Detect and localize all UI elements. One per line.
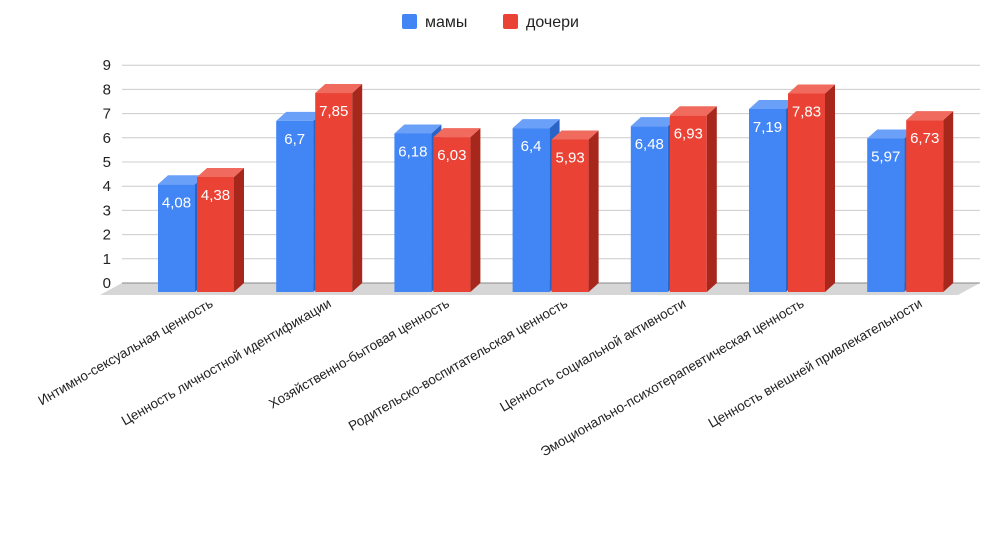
data-label-дочери-5: 6,93 bbox=[674, 125, 703, 142]
bar-front bbox=[394, 133, 432, 292]
y-axis: 0 1 2 3 4 5 6 7 8 9 bbox=[103, 57, 111, 292]
data-label-мамы-6: 7,19 bbox=[753, 119, 782, 136]
x-tick-label-5: Ценность социальной активности bbox=[497, 296, 688, 415]
legend: мамы дочери bbox=[402, 14, 579, 31]
bar-top bbox=[394, 124, 442, 134]
legend-swatch-мамы bbox=[402, 14, 417, 29]
data-label-мамы-5: 6,48 bbox=[635, 136, 664, 153]
legend-label-мамы: мамы bbox=[425, 14, 467, 31]
y-tick-label-3: 3 bbox=[103, 202, 111, 219]
bar-top bbox=[630, 117, 678, 127]
bar-дочери-7 bbox=[906, 111, 954, 292]
bar-дочери-3 bbox=[433, 128, 481, 292]
bar-front bbox=[788, 93, 825, 292]
bar-дочери-4 bbox=[551, 130, 599, 292]
data-label-дочери-3: 6,03 bbox=[437, 147, 466, 164]
bar-front bbox=[867, 138, 905, 292]
bar-front bbox=[551, 139, 589, 292]
bar-top bbox=[433, 128, 481, 138]
bar-top bbox=[315, 84, 363, 94]
data-label-дочери-4: 5,93 bbox=[555, 149, 584, 166]
y-tick-label-1: 1 bbox=[103, 251, 111, 268]
data-label-дочери-6: 7,83 bbox=[792, 104, 821, 121]
bars: 4,08 4,38 6,7 7,85 6,18 6,03 6,4 5,93 6,48 6,93 7,… bbox=[158, 84, 954, 293]
bar-front bbox=[669, 115, 707, 292]
bar-top bbox=[158, 175, 205, 185]
bar-top bbox=[276, 111, 324, 121]
data-label-мамы-4: 6,4 bbox=[521, 138, 542, 155]
bar-side bbox=[706, 106, 717, 292]
bar-top bbox=[906, 111, 954, 121]
bar-front bbox=[158, 184, 195, 292]
bar-top bbox=[512, 119, 560, 129]
x-tick-label-2: Ценность личностной идентификации bbox=[119, 296, 334, 429]
bar-side bbox=[470, 128, 481, 292]
legend-label-дочери: дочери bbox=[526, 14, 579, 31]
bar-top bbox=[197, 168, 244, 178]
legend-swatch-дочери bbox=[503, 14, 518, 29]
bar-side bbox=[234, 168, 244, 292]
y-tick-label-7: 7 bbox=[103, 106, 111, 123]
bar-дочери-1 bbox=[197, 168, 244, 292]
bar-front bbox=[197, 177, 234, 292]
y-tick-label-0: 0 bbox=[103, 275, 111, 292]
x-tick-label-4: Родительско-воспитательская ценность bbox=[346, 296, 570, 434]
bar-front bbox=[276, 120, 314, 292]
bar-дочери-5 bbox=[669, 106, 717, 292]
data-label-дочери-1: 4,38 bbox=[201, 187, 230, 204]
bar-front bbox=[630, 126, 668, 293]
y-tick-label-4: 4 bbox=[103, 178, 111, 195]
bar-top bbox=[669, 106, 717, 116]
y-tick-label-8: 8 bbox=[103, 81, 111, 98]
bar-дочери-2 bbox=[315, 84, 363, 292]
bar-side bbox=[825, 84, 835, 292]
x-tick-label-3: Хозяйственно-бытовая ценность bbox=[266, 296, 452, 412]
y-tick-label-5: 5 bbox=[103, 154, 111, 171]
data-label-дочери-2: 7,85 bbox=[319, 103, 348, 120]
bar-дочери-6 bbox=[788, 84, 835, 292]
bar-front bbox=[906, 120, 944, 292]
x-tick-label-6: Эмоционально-психотерапевтическая ценнос… bbox=[538, 296, 807, 460]
y-tick-label-6: 6 bbox=[103, 130, 111, 147]
bar-side bbox=[352, 84, 363, 292]
bar-top bbox=[867, 129, 915, 139]
bar-side bbox=[943, 111, 954, 292]
bar-top bbox=[551, 130, 599, 140]
data-label-мамы-2: 6,7 bbox=[284, 131, 305, 148]
bar-front bbox=[433, 137, 471, 292]
bar-top bbox=[749, 100, 796, 110]
data-label-мамы-7: 5,97 bbox=[871, 149, 900, 166]
x-tick-label-7: Ценность внешней привлекательности bbox=[706, 296, 925, 431]
bar-front bbox=[315, 93, 353, 292]
data-label-мамы-3: 6,18 bbox=[398, 143, 427, 160]
bar-top bbox=[788, 84, 835, 94]
data-label-дочери-7: 6,73 bbox=[910, 130, 939, 147]
y-tick-label-2: 2 bbox=[103, 227, 111, 244]
bar-front bbox=[749, 109, 786, 292]
data-label-мамы-1: 4,08 bbox=[162, 194, 191, 211]
bar-front bbox=[512, 128, 550, 292]
y-tick-label-9: 9 bbox=[103, 57, 111, 74]
bar-side bbox=[588, 130, 599, 292]
